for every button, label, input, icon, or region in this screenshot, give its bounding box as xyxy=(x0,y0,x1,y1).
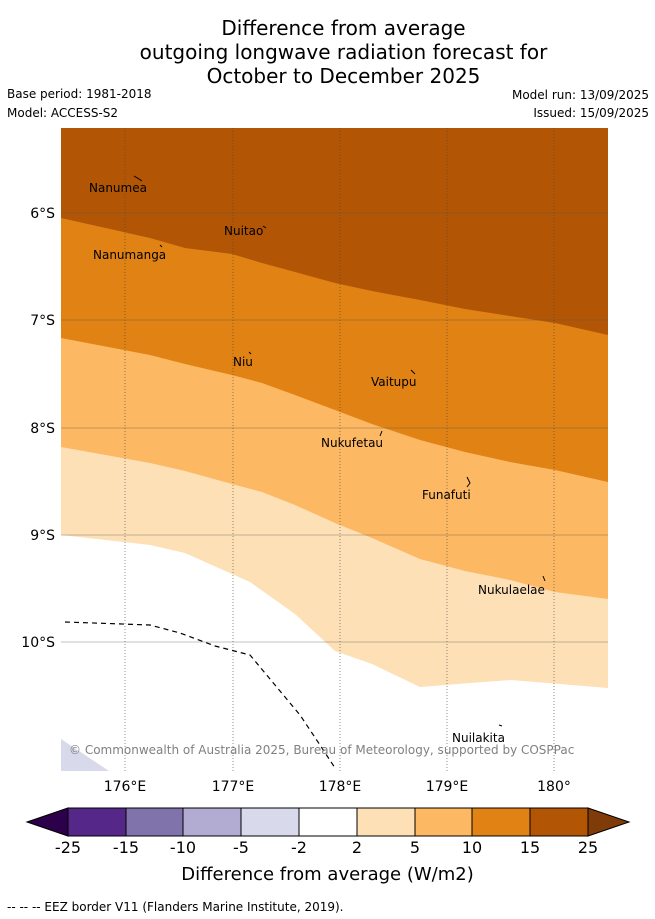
colorbar-tick: -5 xyxy=(233,838,249,857)
lat-tick-label: 9°S xyxy=(30,528,55,544)
place-label: Nanumea xyxy=(89,181,147,195)
place-label: Funafuti xyxy=(422,488,471,502)
lon-tick-label: 176°E xyxy=(104,779,147,795)
eez-border xyxy=(64,621,336,769)
title-line-3: October to December 2025 xyxy=(206,64,481,88)
colorbar-swatch xyxy=(529,807,589,837)
lat-tick-label: 6°S xyxy=(30,206,55,222)
place-label: Nuilakita xyxy=(452,731,505,745)
model-run: Model run: 13/09/2025 xyxy=(511,88,649,102)
issued-date: Issued: 15/09/2025 xyxy=(533,106,649,120)
lat-tick-label: 10°S xyxy=(21,635,55,651)
lon-tick-label: 177°E xyxy=(212,779,255,795)
lon-tick-label: 179°E xyxy=(426,779,469,795)
chart-title: Difference from average outgoing longwav… xyxy=(0,16,655,88)
colorbar xyxy=(25,807,631,837)
place-label: Nanumanga xyxy=(93,248,166,262)
lon-tick-label: 178°E xyxy=(319,779,362,795)
map-contours: Nanumea Nuitao Nanumanga Niu Vaitupu Nuk… xyxy=(61,128,608,771)
colorbar-label: Difference from average (W/m2) xyxy=(181,864,474,885)
place-label: Nukufetau xyxy=(321,436,383,450)
colorbar-swatch xyxy=(240,807,300,837)
colorbar-swatch xyxy=(471,807,531,837)
eez-legend-note: -- -- -- EEZ border V11 (Flanders Marine… xyxy=(7,900,344,914)
colorbar-swatch xyxy=(298,807,358,837)
colorbar-swatch xyxy=(356,807,416,837)
band-15-to-25 xyxy=(61,128,608,335)
colorbar-swatch xyxy=(414,807,473,837)
copyright-notice: © Commonwealth of Australia 2025, Bureau… xyxy=(69,743,574,757)
colorbar-tick: -25 xyxy=(54,838,82,857)
colorbar-tick: 5 xyxy=(409,838,421,857)
gridlines xyxy=(124,128,555,771)
place-label: Nuitao xyxy=(224,224,263,238)
title-line-2: outgoing longwave radiation forecast for xyxy=(139,40,548,64)
lat-axis: 6°S 7°S 8°S 9°S 10°S xyxy=(21,206,55,651)
colorbar-swatch xyxy=(125,807,184,837)
place-label: Nukulaelae xyxy=(478,583,545,597)
colorbar-tick: -2 xyxy=(291,838,307,857)
model-name: Model: ACCESS-S2 xyxy=(7,106,119,120)
place-label: Niu xyxy=(233,355,253,369)
colorbar-swatch xyxy=(67,807,127,837)
colorbar-tick: -15 xyxy=(112,838,140,857)
lon-axis: 176°E 177°E 178°E 179°E 180° xyxy=(104,779,571,795)
colorbar-tick: -10 xyxy=(169,838,197,857)
lat-tick-label: 7°S xyxy=(30,313,55,329)
title-line-1: Difference from average xyxy=(221,16,466,40)
lat-tick-label: 8°S xyxy=(30,421,55,437)
latitude-lines xyxy=(61,212,608,643)
colorbar-tick: 15 xyxy=(519,838,541,857)
lon-tick-label: 180° xyxy=(537,779,571,795)
base-period: Base period: 1981-2018 xyxy=(7,87,152,101)
colorbar-max-extend xyxy=(587,807,631,837)
colorbar-swatch xyxy=(182,807,242,837)
place-label: Vaitupu xyxy=(371,375,417,389)
colorbar-min-extend xyxy=(25,807,69,837)
islands xyxy=(133,175,546,727)
band-neg-2-to-5 xyxy=(61,739,109,771)
colorbar-tick: 10 xyxy=(461,838,483,857)
colorbar-tick: 25 xyxy=(577,838,599,857)
colorbar-tick: 2 xyxy=(351,838,363,857)
